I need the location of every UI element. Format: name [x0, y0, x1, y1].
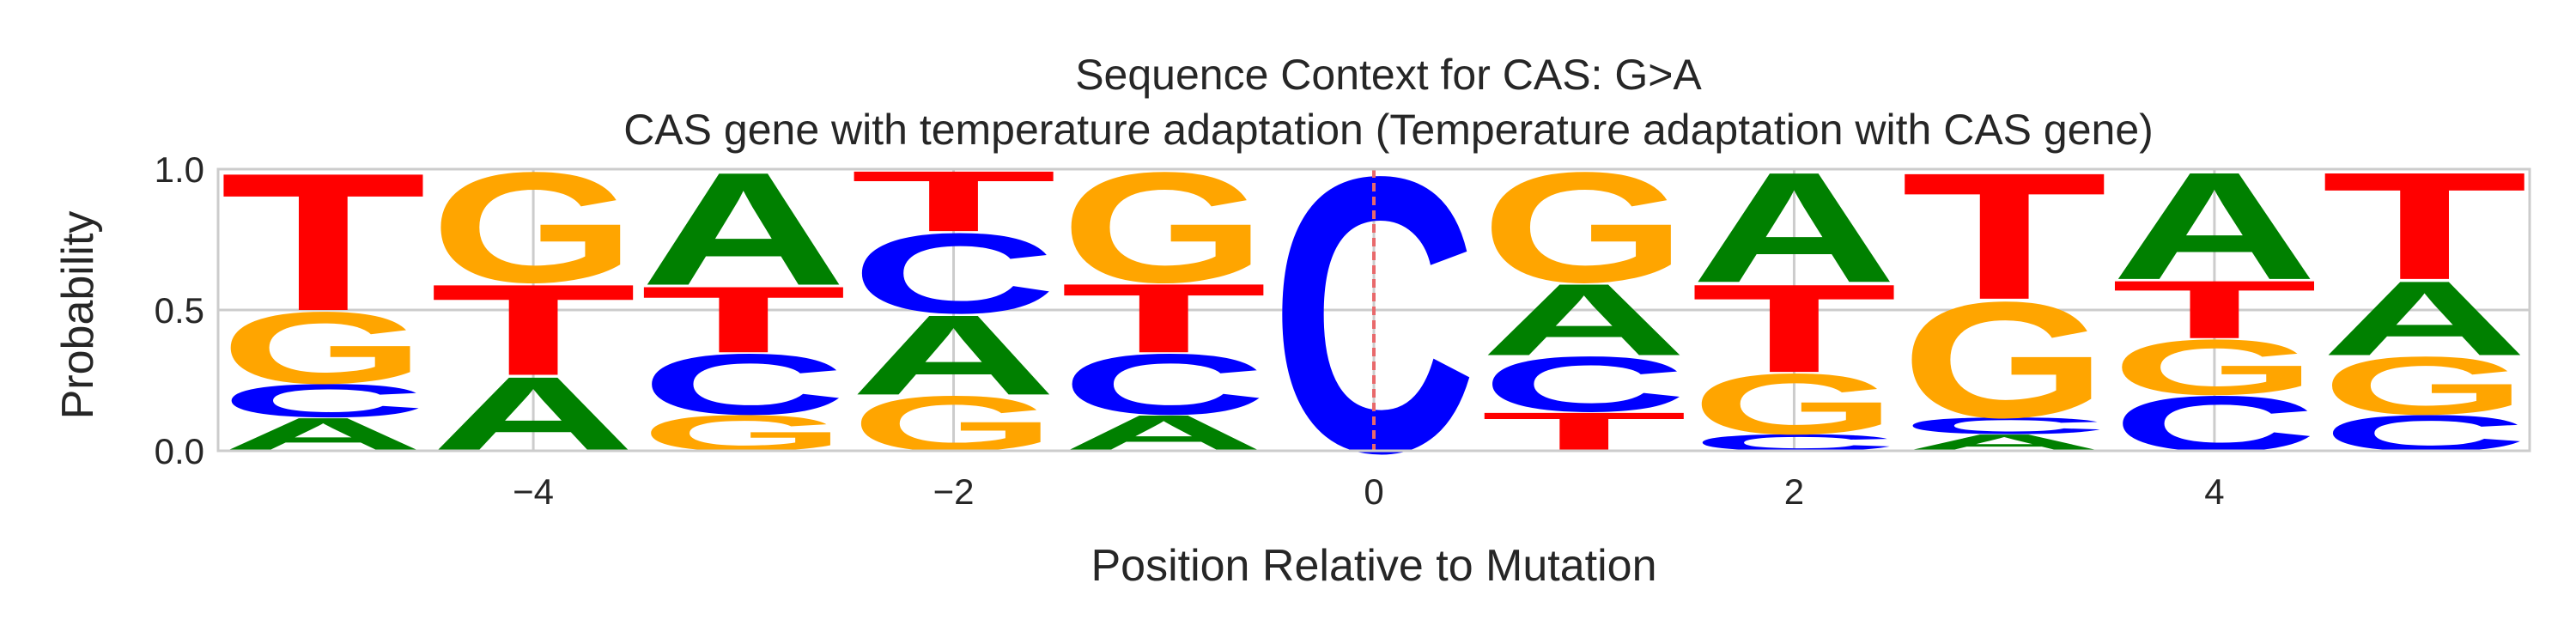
chart-subtitle: CAS gene with temperature adaptation (Te…	[623, 106, 2154, 154]
y-tick-label: 1.0	[155, 149, 204, 190]
logo-letter-T-pos--3: T	[640, 267, 847, 373]
logo-letter-C-pos-5: C	[2321, 404, 2528, 462]
logo-letter-T-pos--2: T	[850, 153, 1057, 249]
plot-frame	[216, 167, 2531, 453]
logo-letter-T-pos-3: T	[1901, 135, 2108, 337]
logo-letter-G-pos--3: G	[640, 404, 847, 462]
logo-letter-A-pos--3: A	[640, 139, 847, 319]
x-tick-label: 2	[1784, 471, 1804, 512]
logo-letter-G-pos-1: G	[1480, 139, 1687, 315]
logo-letter-G-pos--4: G	[430, 139, 637, 315]
logo-letter-C-pos--3: C	[640, 336, 847, 433]
logo-letter-G-pos-5: G	[2321, 339, 2528, 431]
logo-letter-T-pos--5: T	[220, 132, 427, 352]
x-axis-ticks: −4 −2 0 2 4	[513, 471, 2224, 512]
x-tick-label: −4	[513, 471, 554, 512]
chart-title: Sequence Context for CAS: G>A	[1075, 51, 1702, 99]
logo-letter-G-pos-4: G	[2111, 324, 2318, 411]
logo-letter-C-pos-1: C	[1480, 340, 1687, 428]
logo-letter-A-pos-4: A	[2111, 140, 2318, 312]
logo-letter-G-pos-3: G	[1901, 268, 2108, 453]
logo-letter-C-pos-4: C	[2111, 380, 2318, 467]
x-tick-label: 0	[1364, 471, 1383, 512]
logo-letter-T-pos--4: T	[430, 258, 637, 403]
logo-letter-A-pos--1: A	[1060, 404, 1267, 462]
logo-letter-C-pos--1: C	[1060, 336, 1267, 433]
logo-letter-A-pos--2: A	[850, 291, 1057, 419]
logo-letter-T-pos-4: T	[2111, 264, 2318, 356]
x-tick-label: −2	[933, 471, 975, 512]
y-axis-label: Probability	[53, 211, 103, 420]
logo-letter-C-pos--2: C	[850, 210, 1057, 337]
x-tick-label: 4	[2204, 471, 2224, 512]
logo-letter-T-pos-2: T	[1691, 258, 1898, 399]
logo-letter-G-pos--2: G	[850, 380, 1057, 467]
logo-letter-T-pos-5: T	[2321, 140, 2528, 312]
logo-letter-G-pos--1: G	[1060, 139, 1267, 315]
x-axis-label: Position Relative to Mutation	[1091, 541, 1656, 591]
logo-letter-A-pos-5: A	[2321, 259, 2528, 378]
logo-letter-G-pos-2: G	[1691, 355, 1898, 453]
logo-letter-C-pos--5: C	[220, 374, 427, 427]
logo-letter-A-pos--4: A	[430, 355, 637, 473]
logo-letter-C-pos-3: C	[1901, 413, 2108, 440]
logo-letter-T-pos--1: T	[1060, 264, 1267, 374]
logo-letter-A-pos-2: A	[1691, 140, 1898, 315]
logo-letter-G-pos--5: G	[220, 291, 427, 405]
y-tick-label: 0.5	[155, 290, 204, 331]
y-axis-ticks: 0.0 0.5 1.0	[155, 149, 204, 471]
logo-letter-A-pos-1: A	[1480, 263, 1687, 377]
logo-letter-T-pos-1: T	[1480, 401, 1687, 463]
y-tick-label: 0.0	[155, 431, 204, 471]
